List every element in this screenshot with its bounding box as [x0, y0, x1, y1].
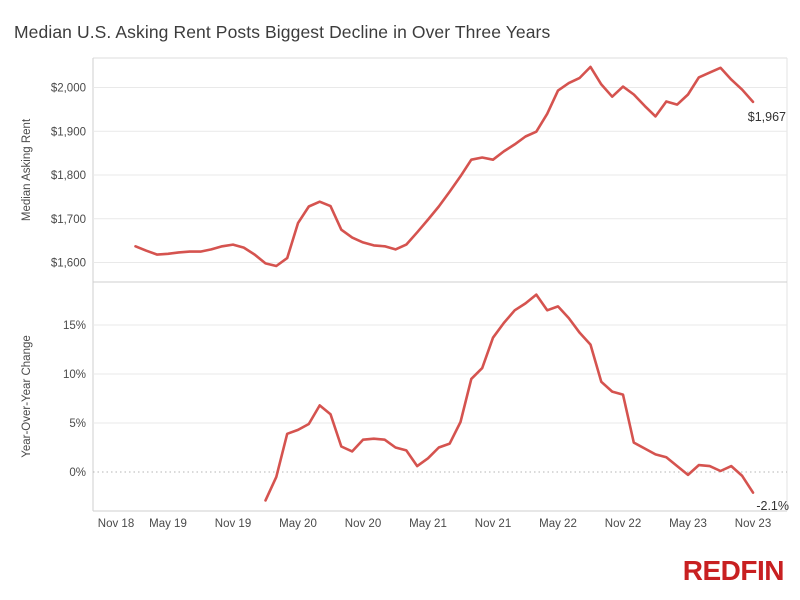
median-asking-rent-ytick-label: $1,900	[51, 126, 86, 138]
xtick-label: May 21	[409, 518, 447, 530]
year-over-year-change-ytick-label: 15%	[63, 320, 86, 332]
xtick-label: Nov 23	[735, 518, 771, 530]
year-over-year-change-ytick-label: 0%	[69, 467, 86, 479]
median-asking-rent-ytick-label: $1,800	[51, 170, 86, 182]
xtick-label: May 19	[149, 518, 187, 530]
median-asking-rent-ytick-label: $1,600	[51, 258, 86, 270]
chart-title: Median U.S. Asking Rent Posts Biggest De…	[14, 22, 551, 42]
xtick-label: May 20	[279, 518, 317, 530]
xtick-label: Nov 19	[215, 518, 251, 530]
median-asking-rent-ytick-label: $2,000	[51, 83, 86, 95]
xtick-label: Nov 21	[475, 518, 511, 530]
median-asking-rent-line	[134, 65, 755, 268]
median-asking-rent-ytick-label: $1,700	[51, 214, 86, 226]
year-over-year-change-line	[264, 293, 755, 502]
median-asking-rent-axis-title: Median Asking Rent	[21, 118, 33, 221]
year-over-year-change-ytick-label: 5%	[69, 418, 86, 430]
xtick-label: Nov 18	[98, 518, 134, 530]
median-asking-rent-end-value-label: $1,967	[748, 110, 786, 124]
xtick-label: Nov 22	[605, 518, 641, 530]
year-over-year-change-ytick-label: 10%	[63, 369, 86, 381]
xtick-label: May 23	[669, 518, 707, 530]
year-over-year-change-end-value-label: -2.1%	[756, 499, 789, 513]
year-over-year-change-axis-title: Year-Over-Year Change	[21, 335, 33, 458]
xtick-label: May 22	[539, 518, 577, 530]
redfin-logo: REDFIN	[682, 555, 785, 586]
xtick-label: Nov 20	[345, 518, 381, 530]
